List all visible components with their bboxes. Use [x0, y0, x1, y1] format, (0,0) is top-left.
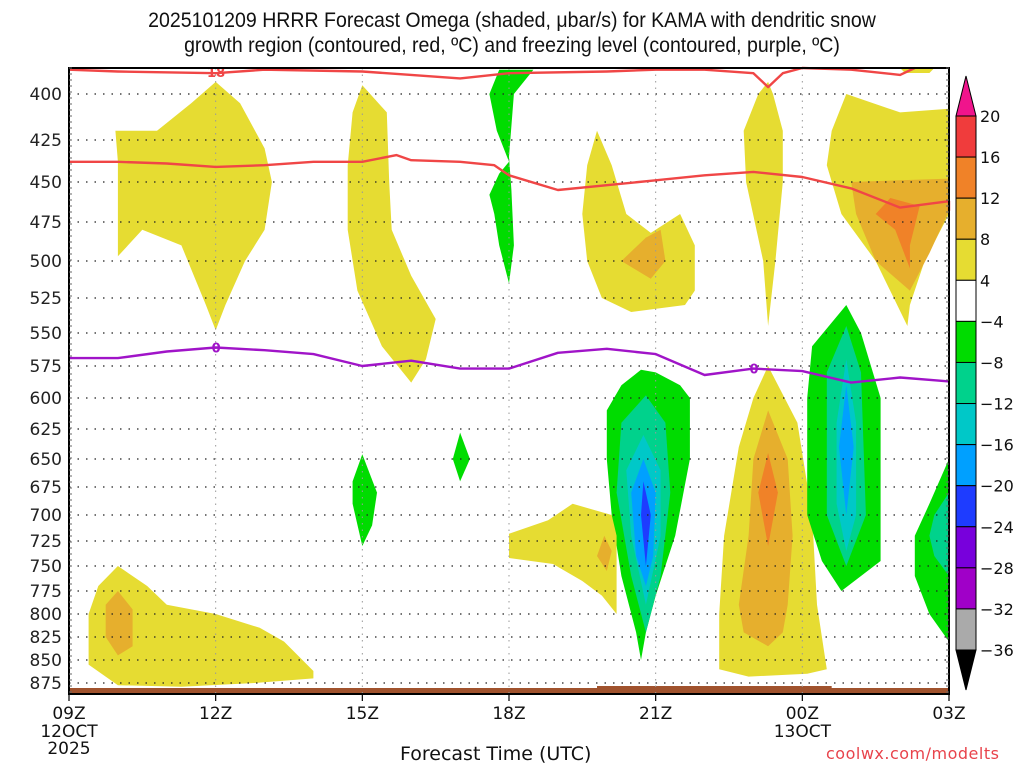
omega-region-5: [743, 81, 783, 327]
omega-region-8: [875, 198, 920, 269]
omega-region-22: [929, 492, 949, 576]
y-tick-label: 750: [30, 557, 62, 577]
colorbar-arrow-bottom: [955, 649, 977, 691]
terrain-bar: [69, 688, 949, 694]
colorbar-label: 12: [980, 189, 1000, 208]
terrain-bump: [597, 686, 832, 689]
y-tick-label: 625: [30, 420, 62, 440]
omega-region-20: [839, 385, 854, 515]
x-tick-sublabel: 12OCT: [40, 722, 98, 742]
y-tick-label: 500: [30, 252, 62, 272]
y-tick-label: 850: [30, 651, 62, 671]
omega-region-23: [88, 566, 314, 687]
y-tick-label: 650: [30, 450, 62, 470]
colorbar-label: 16: [980, 148, 1000, 167]
omega-region-16: [758, 453, 778, 546]
omega-region-26: [597, 535, 612, 571]
omega-region-25: [509, 503, 617, 614]
colorbar-swatch: [955, 485, 977, 528]
colorbar-swatch: [955, 526, 977, 569]
omega-region-4: [621, 229, 666, 279]
x-tick-label: 12Z: [199, 704, 232, 724]
colorbar-label: −4: [980, 312, 1004, 331]
y-tick-label: 475: [30, 213, 62, 233]
freezing-level-contour: [69, 346, 950, 384]
colorbar-swatch: [955, 608, 977, 651]
x-tick-sublabel: 13OCT: [774, 722, 832, 742]
x-tick-label: 18Z: [492, 704, 525, 724]
y-tick-label: 550: [30, 324, 62, 344]
y-tick-label: 450: [30, 173, 62, 193]
x-tick-label: 21Z: [639, 704, 672, 724]
omega-region-1: [347, 85, 436, 383]
colorbar-label: −8: [980, 353, 1004, 372]
colorbar-swatch: [955, 156, 977, 199]
y-tick-label: 700: [30, 506, 62, 526]
colorbar-label: −36: [980, 641, 1014, 660]
omega-region-13: [641, 481, 651, 566]
x-tick-sublabel: 2025: [47, 739, 90, 759]
colorbar-swatch: [955, 361, 977, 405]
y-tick-label: 725: [30, 532, 62, 552]
colorbar-label: −12: [980, 395, 1014, 414]
freezing-contour-label: 0: [749, 363, 758, 378]
colorbar-swatch: [955, 320, 977, 363]
colorbar-label: −32: [980, 600, 1014, 619]
omega-region-21: [914, 459, 949, 642]
omega-region-3: [582, 130, 695, 312]
x-tick-label: 09Z: [52, 704, 85, 724]
omega-region-2: [489, 69, 534, 284]
colorbar-swatch: [955, 197, 977, 240]
omega-region-27: [352, 454, 377, 546]
x-tick-label: 03Z: [932, 704, 965, 724]
y-tick-label: 800: [30, 605, 62, 625]
y-tick-label: 425: [30, 131, 62, 151]
colorbar-label: −28: [980, 559, 1014, 578]
colorbar-label: 8: [980, 230, 990, 249]
colorbar-swatch: [955, 403, 977, 446]
credit-link[interactable]: coolwx.com/modelts: [826, 744, 1000, 763]
dgz-lower-contour: [69, 153, 951, 211]
y-tick-label: 575: [30, 357, 62, 377]
colorbar-label: −16: [980, 436, 1014, 455]
y-tick-label: 775: [30, 582, 62, 602]
colorbar-arrow-top: [955, 75, 977, 117]
omega-region-24: [105, 591, 133, 656]
y-tick-label: 600: [30, 389, 62, 409]
colorbar: 20 16 12 8 4 −4 −8 −12 −16 −20 −24 −28 −32 −36: [955, 75, 1014, 691]
colorbar-swatch: [955, 279, 977, 322]
x-tick-label: 00Z: [786, 704, 819, 724]
x-tick-label: 15Z: [346, 704, 379, 724]
colorbar-swatch: [955, 238, 977, 281]
colorbar-swatch: [955, 567, 977, 610]
y-tick-label: 675: [30, 478, 62, 498]
dgz-upper-contour: [68, 66, 916, 89]
grid-lines: [69, 68, 949, 694]
dgz-contour-label: -18: [202, 66, 226, 81]
x-axis-title: Forecast Time (UTC): [400, 743, 592, 765]
chart-title-line2: growth region (contoured, red, ºC) and f…: [184, 34, 840, 57]
omega-region-0: [115, 81, 272, 331]
y-tick-label: 825: [30, 628, 62, 648]
colorbar-label: 20: [980, 107, 1000, 126]
colorbar-swatch: [955, 115, 977, 158]
y-tick-label: 875: [30, 674, 62, 694]
colorbar-swatch: [955, 444, 977, 487]
y-tick-label: 400: [30, 85, 62, 105]
chart-title-line1: 2025101209 HRRR Forecast Omega (shaded, …: [148, 9, 876, 32]
colorbar-label: −24: [980, 518, 1014, 537]
omega-region-28: [452, 432, 470, 482]
axes: 400 425 450 475 500 525 550 575 600 625 650 675 700 7…: [30, 67, 966, 759]
colorbar-label: −20: [980, 477, 1014, 496]
freezing-contour-label: 0: [212, 342, 221, 357]
y-tick-label: 525: [30, 289, 62, 309]
colorbar-label: 4: [980, 271, 990, 290]
